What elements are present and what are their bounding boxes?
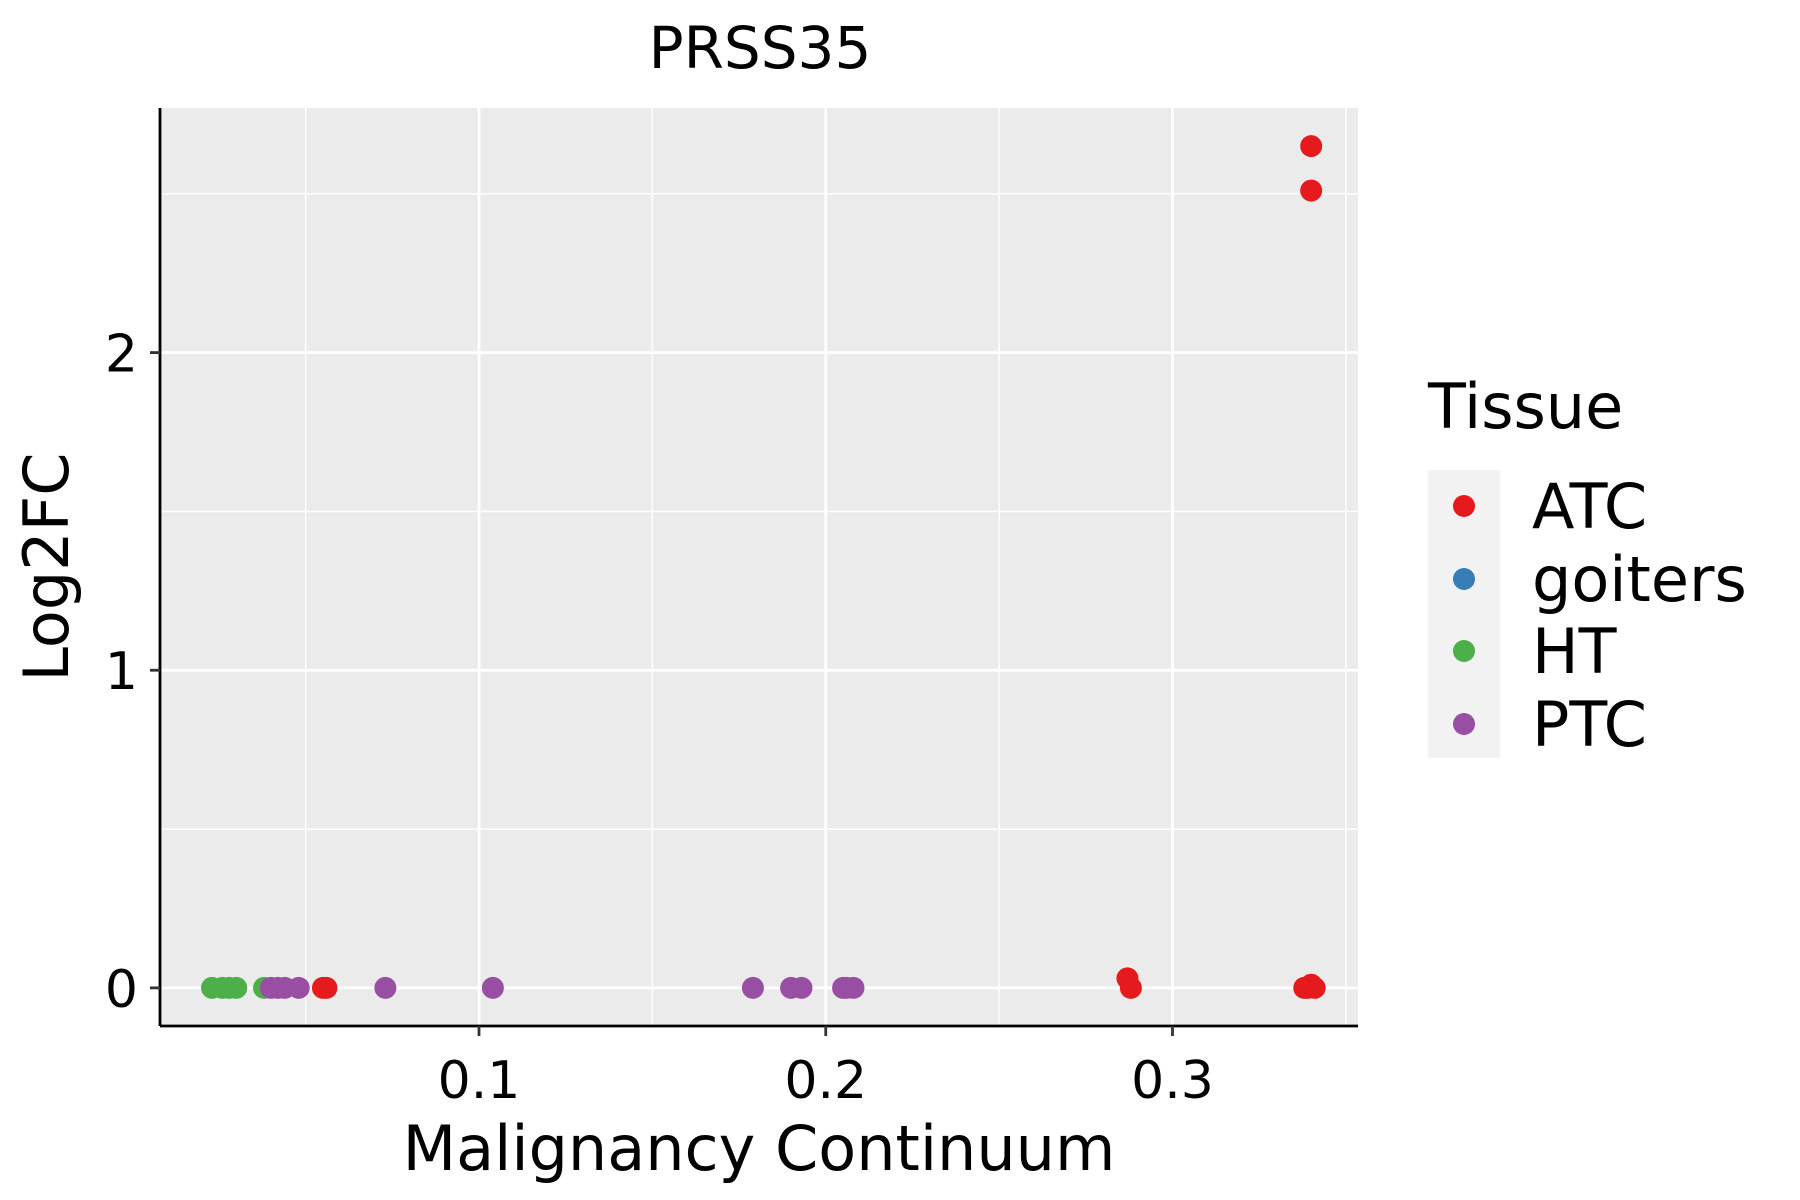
axes [158, 108, 1358, 1028]
data-point-atc [1300, 179, 1323, 202]
data-point-ptc [374, 976, 397, 999]
y-axis-ticks: 0 1 2 [105, 325, 160, 1020]
x-axis-title: Malignancy Continuum [403, 1112, 1116, 1185]
data-point-ptc [741, 976, 764, 999]
data-point-atc [1119, 976, 1142, 999]
plot-panel [160, 108, 1358, 1026]
y-tick-label: 0 [105, 960, 138, 1020]
data-points [201, 135, 1326, 999]
legend-label-ht: HT [1532, 615, 1618, 688]
minor-gridlines [160, 108, 1358, 1026]
legend-label-atc: ATC [1532, 470, 1647, 543]
data-point-atc [1300, 135, 1323, 158]
legend-title: Tissue [1427, 370, 1623, 443]
y-tick-label: 1 [105, 642, 138, 702]
legend-key-background [1428, 470, 1500, 758]
y-tick-label: 2 [105, 325, 138, 385]
legend-key-ptc [1453, 713, 1475, 735]
data-point-atc [1303, 976, 1326, 999]
legend-label-ptc: PTC [1532, 688, 1647, 761]
y-axis-title: Log2FC [10, 452, 83, 681]
data-point-ptc [842, 976, 865, 999]
x-tick-label: 0.3 [1131, 1051, 1214, 1111]
chart-title: PRSS35 [649, 14, 872, 82]
data-point-ptc [790, 976, 813, 999]
data-point-ptc [287, 976, 310, 999]
data-point-atc [315, 976, 338, 999]
legend-key-ht [1453, 640, 1475, 662]
legend-key-atc [1453, 495, 1475, 517]
x-tick-label: 0.1 [438, 1051, 521, 1111]
legend-label-goiters: goiters [1532, 543, 1747, 616]
data-point-ht [225, 976, 248, 999]
major-gridlines [160, 108, 1358, 1026]
data-point-ptc [481, 976, 504, 999]
x-tick-label: 0.2 [784, 1051, 867, 1111]
x-axis-ticks: 0.1 0.2 0.3 [438, 1026, 1214, 1111]
legend-key-goiters [1453, 568, 1475, 590]
